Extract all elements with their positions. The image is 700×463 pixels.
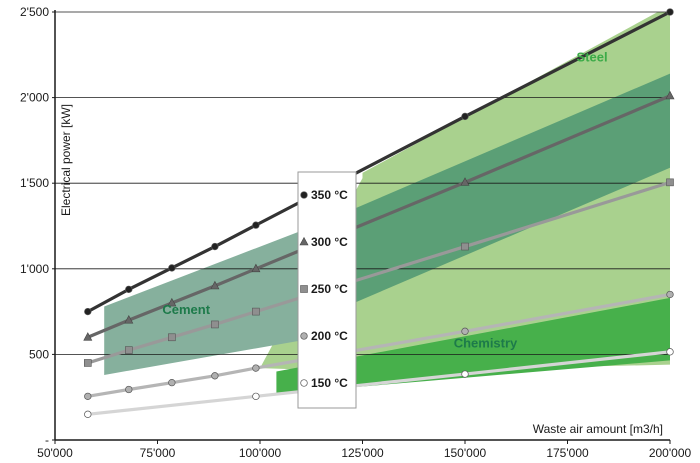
data-point	[125, 346, 133, 354]
region-steel-core	[333, 73, 670, 312]
legend-label: 300 °C	[311, 235, 348, 249]
data-point	[666, 8, 674, 16]
data-point	[84, 410, 92, 418]
grid-layer	[55, 11, 670, 355]
x-tick-label: 125'000	[341, 446, 384, 460]
data-point	[210, 280, 220, 290]
y-ticks: - 500 1'000 1'500 2'000 2'500	[20, 5, 55, 447]
x-tick-label: 150'000	[444, 446, 487, 460]
data-point	[168, 378, 176, 387]
y-tick-label: 1'500	[20, 176, 49, 190]
series-line	[86, 350, 672, 416]
data-point	[251, 263, 261, 273]
data-point	[252, 221, 260, 229]
x-tick-label: 100'000	[239, 446, 282, 460]
data-point	[666, 178, 674, 187]
region-label-cement: Cement	[162, 302, 210, 317]
y-tick-label: 2'500	[20, 5, 49, 19]
legend-label: 350 °C	[311, 188, 348, 202]
data-point	[665, 90, 675, 100]
legend: 350 °C 300 °C 250 °C 200 °C 150 °C	[297, 171, 357, 409]
x-axis-title: Waste air amount [m3/h]	[533, 422, 663, 436]
legend-marker	[300, 379, 308, 387]
legend-marker	[300, 332, 308, 340]
regions-layer	[104, 12, 670, 394]
data-point	[252, 392, 260, 400]
data-point	[84, 307, 92, 316]
data-point	[84, 359, 92, 367]
data-point	[211, 372, 219, 380]
legend-marker	[300, 191, 308, 199]
legend-marker	[299, 236, 309, 246]
region-chemistry	[276, 297, 670, 394]
region-label-steel: Steel	[577, 50, 608, 65]
y-tick-label: 500	[29, 347, 49, 361]
data-point	[167, 297, 177, 307]
data-point	[461, 370, 469, 378]
data-point	[252, 307, 260, 316]
legend-label: 150 °C	[311, 376, 348, 390]
y-tick-label: 1'000	[20, 262, 49, 276]
data-point	[124, 315, 134, 324]
data-point	[461, 327, 469, 335]
series-layer	[83, 8, 675, 418]
x-tick-label: 175'000	[546, 446, 589, 460]
data-point	[461, 112, 469, 121]
region-cement	[104, 218, 334, 375]
data-point	[666, 348, 674, 356]
legend-label: 200 °C	[311, 329, 348, 343]
data-point	[666, 290, 674, 299]
x-tick-label: 200'000	[649, 446, 692, 460]
x-ticks: 50'000 75'000 100'000 125'000 150'000 175'000…	[37, 440, 691, 460]
data-point	[461, 242, 469, 251]
legend-marker	[300, 285, 308, 293]
data-point	[211, 320, 219, 329]
data-point	[460, 177, 470, 186]
data-point	[211, 242, 219, 251]
region-labels: Steel Cement Chemistry	[162, 50, 607, 351]
y-axis-title: Electrical power [kW]	[59, 104, 73, 216]
data-point	[84, 392, 92, 400]
x-tick-label: 75'000	[140, 446, 176, 460]
x-tick-label: 50'000	[37, 446, 73, 460]
legend-label: 250 °C	[311, 282, 348, 296]
data-point	[83, 332, 93, 341]
data-point	[168, 333, 176, 342]
data-point	[252, 364, 260, 372]
y-tick-label: 2'000	[20, 91, 49, 105]
data-point	[168, 264, 176, 272]
y-tick-label: -	[45, 433, 49, 447]
legend-items: 350 °C 300 °C 250 °C 200 °C 150 °C	[299, 188, 348, 390]
data-point	[125, 385, 133, 394]
data-point	[125, 285, 133, 293]
region-label-chemistry: Chemistry	[454, 336, 518, 351]
